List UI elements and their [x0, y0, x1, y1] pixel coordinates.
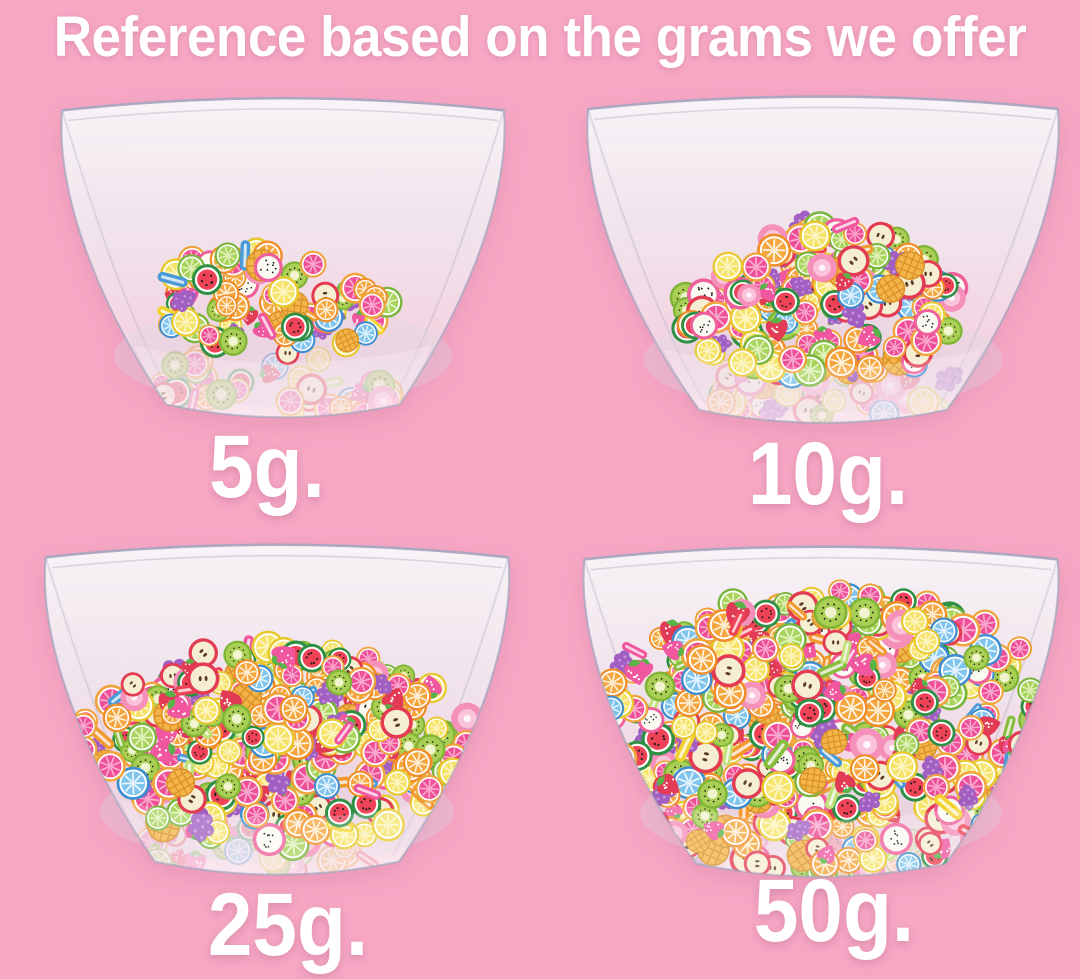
weight-label-5g-text: 5g.: [209, 416, 325, 516]
page-title-text: Reference based on the grams we offer: [53, 5, 1027, 69]
bowl-graphic: [582, 545, 1060, 878]
bowl-graphic: [60, 96, 506, 419]
weight-label-50g-text: 50g.: [753, 860, 915, 960]
bowl-25g: [14, 530, 540, 892]
weight-label-10g: 10g.: [739, 429, 917, 518]
weight-label-50g: 50g.: [745, 866, 923, 955]
weight-label-10g-text: 10g.: [747, 423, 909, 523]
bowl-graphic: [43, 543, 511, 876]
bowl-50g: [552, 532, 1080, 894]
bowl-graphic: [586, 95, 1060, 424]
weight-label-5g: 5g.: [203, 422, 332, 511]
weight-label-25g-text: 25g.: [207, 874, 369, 974]
weight-label-25g: 25g.: [199, 880, 377, 969]
bowl-5g: [32, 84, 534, 434]
bowl-10g: [556, 82, 1080, 440]
page-title: Reference based on the grams we offer: [17, 6, 1063, 69]
